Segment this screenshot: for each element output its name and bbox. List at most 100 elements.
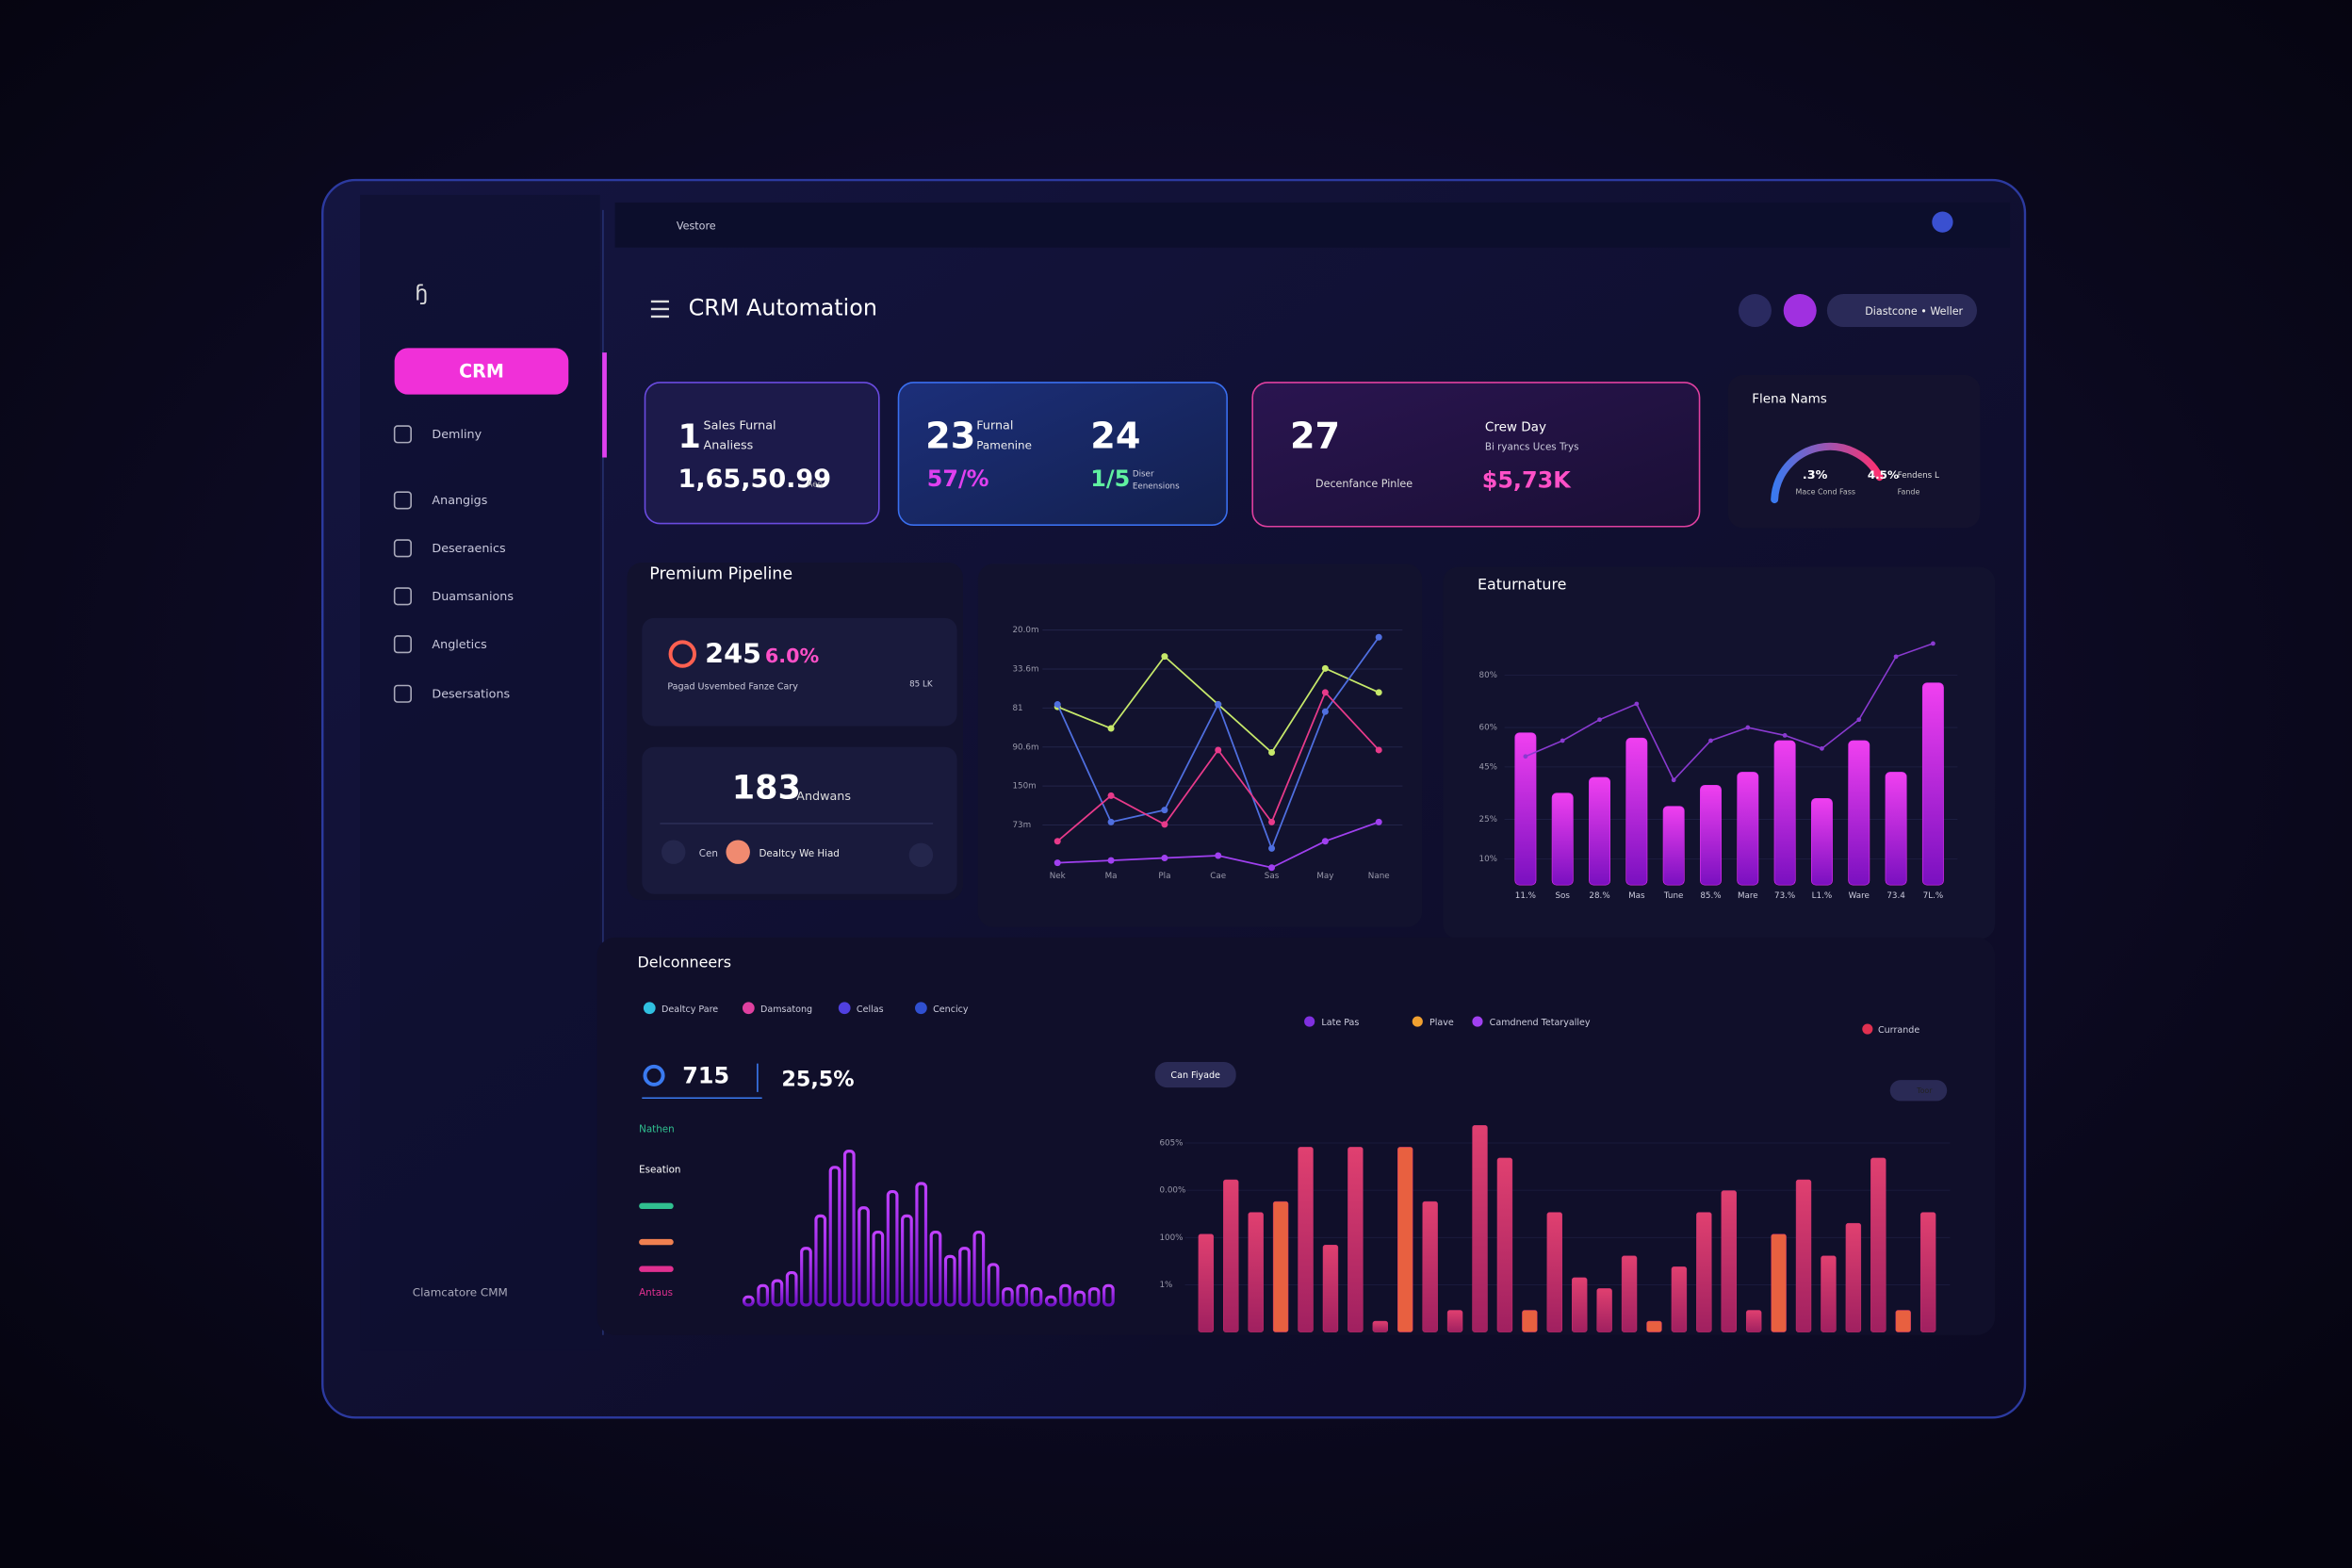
trend-point (1820, 745, 1824, 751)
legend-label: Dealtcy Pare (662, 1004, 718, 1015)
x-tick-label: Cae (1210, 872, 1226, 881)
bar (1621, 1255, 1638, 1332)
histogram-bar (972, 1230, 986, 1307)
kpi-label: Analiess (704, 438, 754, 452)
x-tick-label: Pla (1158, 872, 1170, 881)
nav-item: Deseraenics (432, 542, 505, 556)
bar (1596, 1288, 1612, 1332)
bar (1737, 772, 1759, 886)
kpi-number: 1 (678, 417, 701, 456)
histogram-bar (828, 1166, 841, 1307)
y-tick-label: 45% (1479, 762, 1497, 772)
sidebar-footer: Clamcatore CMM (413, 1286, 508, 1299)
y-tick-label: 81 (1012, 704, 1022, 713)
legend-label: Plave (1429, 1018, 1454, 1028)
nav-icon (393, 587, 412, 606)
kpi-value: 1,65,50.99 (678, 465, 832, 494)
chip-icon[interactable] (908, 842, 934, 868)
histogram-bar (1102, 1283, 1115, 1307)
bottom-percent: 25,5% (781, 1068, 854, 1092)
user-chip[interactable] (1826, 294, 1978, 328)
gauge-value: 4.5% (1868, 468, 1899, 482)
legend-label: Cencicy (933, 1004, 969, 1015)
histogram-bar (886, 1189, 899, 1307)
chip-icon[interactable] (662, 840, 686, 864)
nav-icon (393, 635, 412, 654)
label-swatch (639, 1238, 674, 1246)
nav-icon (393, 425, 412, 444)
label-swatch (639, 1202, 674, 1210)
bottom-panel (596, 937, 1996, 1335)
x-tick-label: 28.% (1589, 891, 1609, 901)
pipeline-icon (668, 640, 697, 668)
histogram-bar (958, 1247, 971, 1307)
legend-label: Camdnend Tetaryalley (1490, 1018, 1591, 1028)
avatar (1783, 294, 1817, 328)
gauge-arc (1771, 442, 1884, 504)
bar (1422, 1200, 1438, 1332)
series-label: Eseation (639, 1165, 680, 1176)
bar (1223, 1179, 1239, 1332)
y-tick-label: 20.0m (1012, 626, 1038, 635)
bar (1472, 1125, 1488, 1332)
series-label: Antaus (639, 1287, 673, 1298)
add-button[interactable] (1738, 294, 1772, 328)
histogram-bar (858, 1206, 870, 1307)
bar (1919, 1212, 1936, 1332)
badge[interactable] (1154, 1062, 1236, 1088)
bar (1298, 1147, 1314, 1332)
histogram-bar (1030, 1287, 1043, 1307)
kpi-number: 24 (1090, 416, 1140, 457)
label-swatch (639, 1266, 674, 1272)
legend-dot (1412, 1016, 1423, 1027)
bottom-value: 715 (682, 1062, 729, 1088)
icon[interactable] (1932, 211, 1953, 233)
kpi-card (1251, 382, 1701, 528)
histogram-bar (1016, 1283, 1029, 1307)
trend-point (1634, 701, 1640, 707)
pipeline-change: 6.0% (765, 645, 820, 667)
bar (1821, 1255, 1837, 1332)
x-tick-label: Sas (1265, 872, 1280, 881)
trend-point (1560, 738, 1565, 743)
x-tick-label: Ma (1105, 872, 1118, 881)
x-tick-label: 73.4 (1886, 891, 1905, 901)
line-point (1107, 818, 1115, 825)
crm-button-label: CRM (459, 360, 504, 382)
bar (1696, 1212, 1712, 1332)
histogram-bar (901, 1214, 913, 1307)
bar (1322, 1245, 1339, 1332)
bar (1522, 1310, 1538, 1332)
crm-button[interactable] (394, 348, 569, 395)
legend-label[interactable]: Currande (1878, 1025, 1919, 1036)
bar (1446, 1310, 1463, 1332)
nav-item: Demliny (432, 428, 482, 442)
chip-label: Dealtcy We Hiad (759, 848, 839, 859)
bar (1348, 1147, 1364, 1332)
line-point (1161, 653, 1168, 661)
nav-icon (393, 539, 412, 558)
bar (1248, 1212, 1264, 1332)
pipeline-caption: Pagad Usvembed Fanze Cary (667, 682, 798, 693)
series-label: Nathen (639, 1124, 675, 1135)
histogram-bar (1059, 1283, 1071, 1307)
bar (1745, 1310, 1762, 1332)
y-tick-label: 1% (1159, 1281, 1172, 1290)
bar (1795, 1179, 1812, 1332)
line-point (1321, 664, 1329, 672)
chip-label: Cen (699, 848, 718, 859)
kpi-card (897, 382, 1228, 526)
panel-title: Delconneers (638, 953, 732, 971)
line-point (1321, 708, 1329, 715)
histogram-bar (800, 1247, 812, 1307)
histogram-bar (987, 1263, 1000, 1307)
line-point (1268, 748, 1276, 756)
toggle[interactable] (1889, 1080, 1948, 1102)
pipeline-value: 245 (705, 638, 761, 670)
histogram-bar (842, 1150, 856, 1307)
bar (1885, 772, 1907, 886)
line-point (1375, 746, 1382, 754)
pipeline-side: 85 LK (909, 679, 933, 689)
line-chart-panel (977, 564, 1423, 927)
